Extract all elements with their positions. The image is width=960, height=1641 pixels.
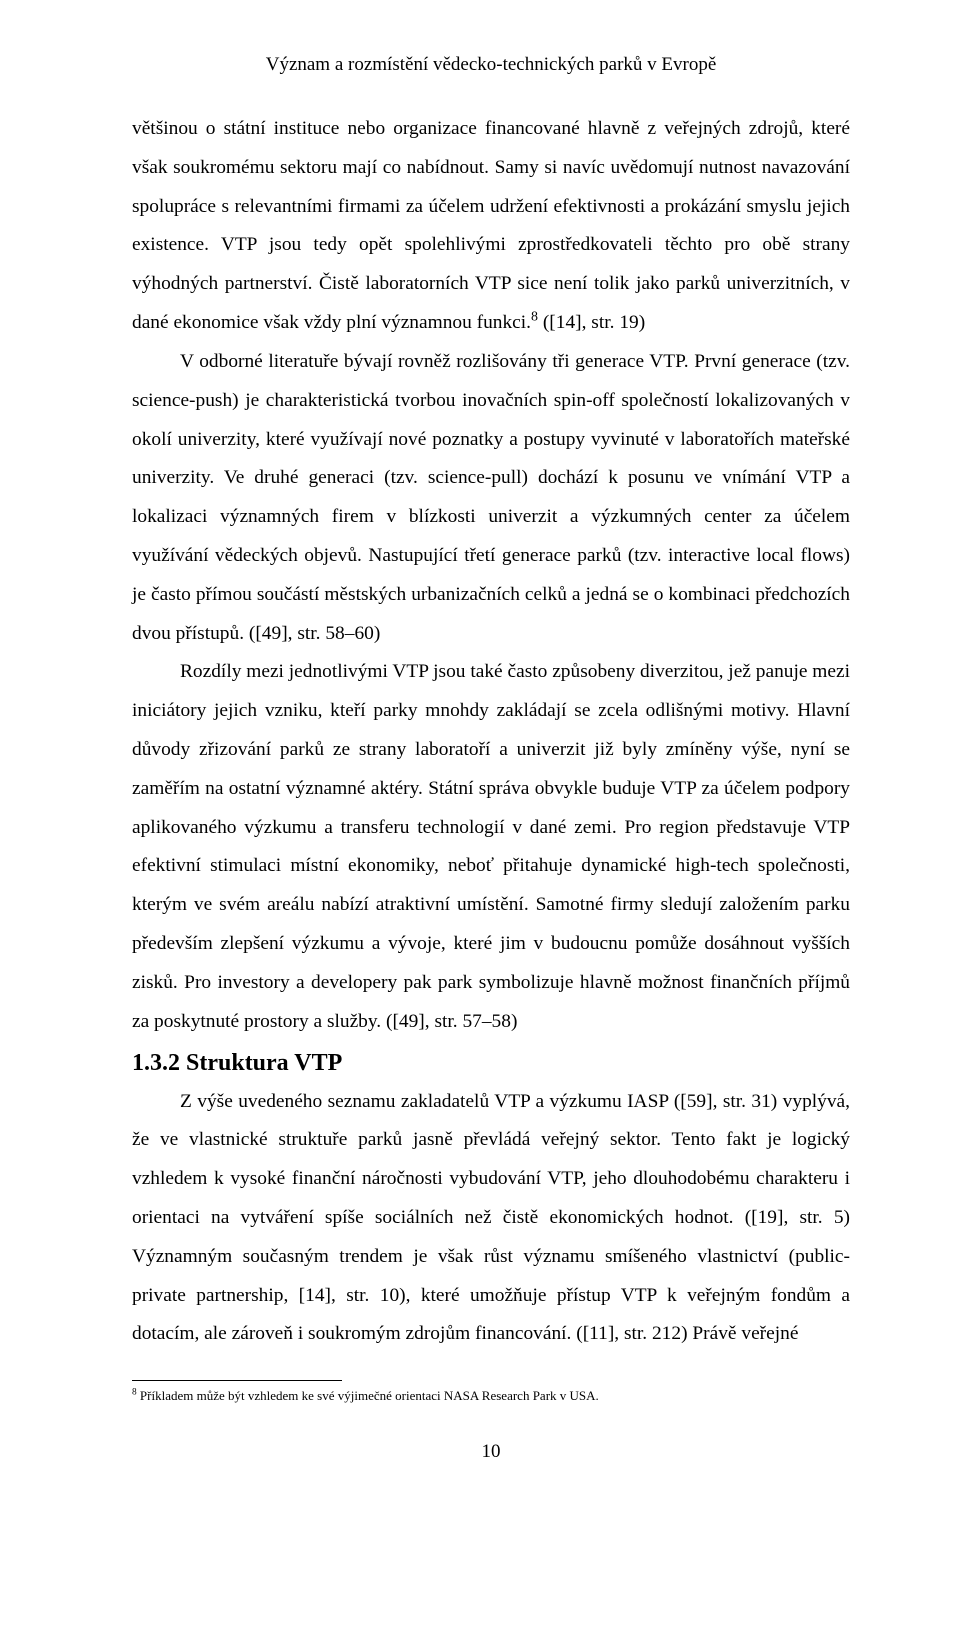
paragraph-2: V odborné literatuře bývají rovněž rozli…: [132, 343, 850, 654]
footnote: 8 Příkladem může být vzhledem ke své výj…: [132, 1387, 850, 1405]
paragraph-4: Z výše uvedeného seznamu zakladatelů VTP…: [132, 1083, 850, 1355]
document-page: Význam a rozmístění vědecko-technických …: [0, 0, 960, 1523]
section-heading: 1.3.2 Struktura VTP: [132, 1050, 850, 1077]
paragraph-1: většinou o státní instituce nebo organiz…: [132, 110, 850, 343]
paragraph-3: Rozdíly mezi jednotlivými VTP jsou také …: [132, 653, 850, 1041]
footnote-separator: [132, 1380, 342, 1381]
paragraph-1-text-b: ([14], str. 19): [538, 312, 645, 333]
page-number: 10: [132, 1441, 850, 1463]
footnote-text: Příkladem může být vzhledem ke své výjim…: [137, 1388, 599, 1403]
body-text-2: Z výše uvedeného seznamu zakladatelů VTP…: [132, 1083, 850, 1355]
paragraph-1-text-a: většinou o státní instituce nebo organiz…: [132, 118, 850, 333]
body-text: většinou o státní instituce nebo organiz…: [132, 110, 850, 1042]
running-head: Význam a rozmístění vědecko-technických …: [132, 54, 850, 76]
footnote-ref-8: 8: [531, 310, 538, 325]
